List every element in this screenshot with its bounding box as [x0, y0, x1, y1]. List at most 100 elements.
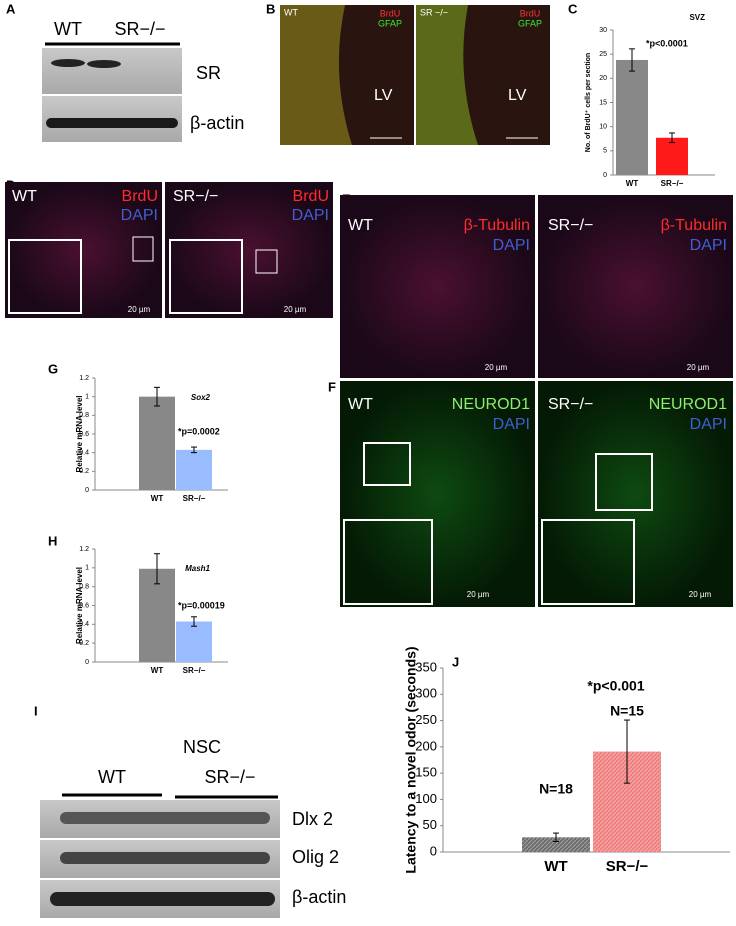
scale: 20 µm	[128, 305, 151, 314]
micrograph	[340, 195, 535, 378]
row-label: β-actin	[190, 113, 244, 133]
inset	[343, 519, 433, 605]
error-bar	[154, 386, 160, 407]
bar-chart: 0 0.2 0.4 0.6 0.8 1 1.2 Relative mRNA level Sox2…	[75, 375, 228, 503]
y-tick-label: 200	[415, 738, 437, 753]
lane-label: SR−/−	[204, 767, 255, 787]
micrograph	[340, 381, 535, 607]
label: GFAP	[518, 18, 542, 28]
x-tick-label: WT	[626, 179, 639, 188]
panel-label: H	[48, 533, 57, 548]
bar-chart: 0 5 10 15 20 25 30 No. of BrdU⁺ cells per secti…	[584, 13, 715, 188]
scale: 20 µm	[687, 363, 710, 372]
y-tick-label: 100	[415, 791, 437, 806]
label: NEUROD1	[452, 396, 530, 413]
y-tick-label: 250	[415, 712, 437, 727]
chart-title: Sox2	[191, 393, 211, 402]
band	[60, 812, 270, 824]
y-tick-label: 150	[415, 765, 437, 780]
scale: 20 µm	[689, 590, 712, 599]
label: DAPI	[690, 416, 727, 433]
label: BrdU	[520, 8, 541, 18]
y-tick-label: 0.2	[79, 640, 89, 647]
y-tick-label: 0.8	[79, 412, 89, 419]
y-tick-label: 0.6	[79, 602, 89, 609]
bar	[616, 59, 648, 175]
y-tick-label: 25	[599, 51, 607, 58]
region: LV	[508, 87, 527, 104]
label: SR−/−	[173, 188, 218, 205]
panel-label: A	[6, 1, 16, 16]
annotation: N=15	[610, 703, 644, 719]
blot-i: NSC WT SR−/− Dlx 2 Olig 2 β-actin	[40, 737, 346, 918]
error-bar	[191, 446, 197, 454]
y-tick-label: 0.4	[79, 621, 89, 628]
error-bar	[669, 132, 675, 144]
y-tick-label: 1	[85, 394, 89, 401]
bar	[139, 396, 175, 490]
inset-box	[363, 442, 411, 486]
x-tick-label: WT	[151, 494, 164, 503]
x-tick-label: SR−/−	[183, 494, 206, 503]
y-tick-label: 0.4	[79, 450, 89, 457]
image-b: WT BrdU GFAP SR −/− BrdU GFAP LV LV	[280, 5, 550, 145]
label: SR −/−	[420, 7, 448, 17]
image-f: WT NEUROD1 DAPI SR−/− NEUROD1 DAPI 20 µm…	[340, 381, 733, 607]
micrograph	[538, 195, 733, 378]
y-tick-label: 0	[85, 659, 89, 666]
panel-label: C	[568, 1, 578, 16]
y-tick-label: 1.2	[79, 546, 89, 553]
label: SR−/−	[548, 217, 593, 234]
y-tick-label: 15	[599, 99, 607, 106]
label: DAPI	[493, 416, 530, 433]
inset-box	[255, 249, 278, 274]
annotation: *p=0.0002	[178, 426, 220, 436]
scale: 20 µm	[467, 590, 490, 599]
y-axis-label: No. of BrdU⁺ cells per section	[584, 53, 592, 152]
y-tick-label: 1	[85, 565, 89, 572]
x-tick-label: SR−/−	[606, 858, 649, 875]
y-tick-label: 0.6	[79, 431, 89, 438]
row-label: β-actin	[292, 887, 346, 907]
inset	[169, 239, 243, 314]
blot	[42, 48, 182, 94]
y-tick-label: 10	[599, 124, 607, 131]
lane-label: SR−/−	[114, 19, 165, 39]
micrograph	[5, 182, 162, 318]
band	[46, 118, 178, 128]
y-tick-label: 20	[599, 75, 607, 82]
image-e: WT β-Tubulin DAPI SR−/− β-Tubulin DAPI 2…	[340, 195, 733, 378]
inset-box	[595, 453, 653, 511]
label: BrdU	[293, 188, 329, 205]
error-bar	[553, 832, 559, 842]
chart-title: Mash1	[185, 564, 210, 573]
inset	[8, 239, 82, 314]
blot-a: WT SR−/− SR β-actin	[42, 19, 244, 142]
band	[60, 852, 270, 864]
x-tick-label: WT	[151, 666, 164, 675]
x-tick-label: SR−/−	[661, 179, 684, 188]
y-axis-label: Relative mRNA level	[75, 395, 84, 472]
scale: 20 µm	[284, 305, 307, 314]
y-axis-label: Relative mRNA level	[75, 567, 84, 644]
x-tick-label: SR−/−	[183, 666, 206, 675]
label: BrdU	[380, 8, 401, 18]
y-tick-label: 30	[599, 27, 607, 34]
x-tick-label: WT	[544, 858, 567, 875]
annotation: *p<0.0001	[646, 38, 688, 48]
label: DAPI	[121, 207, 158, 224]
chart-title: SVZ	[689, 13, 705, 22]
label: BrdU	[122, 188, 158, 205]
image-d: WT BrdU DAPI SR−/− BrdU DAPI 20 µm 20 µm	[5, 182, 333, 318]
y-tick-label: 5	[603, 148, 607, 155]
label: WT	[284, 7, 298, 17]
label: β-Tubulin	[661, 217, 727, 234]
tissue	[280, 5, 352, 145]
row-label: Olig 2	[292, 847, 339, 867]
error-bar	[624, 719, 630, 784]
micrograph	[165, 182, 333, 318]
annotation: *p=0.00019	[178, 600, 225, 610]
micrograph	[538, 381, 733, 607]
label: DAPI	[690, 237, 727, 254]
